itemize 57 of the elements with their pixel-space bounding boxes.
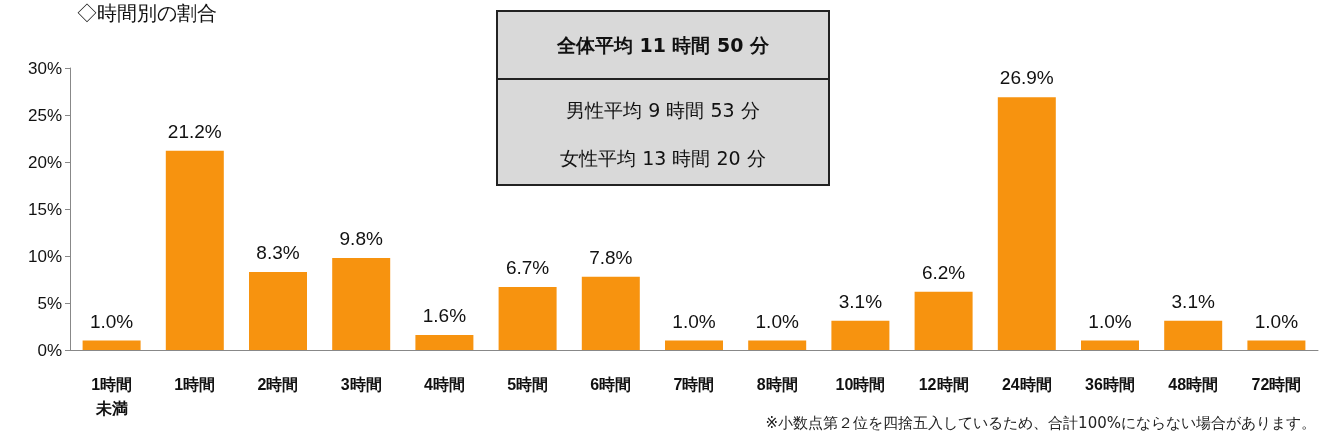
annotation: 女性平均 13 時間 20 分 [559, 146, 767, 171]
data-label: 9.8% [339, 227, 383, 249]
y-tick-label: 0% [37, 340, 62, 360]
data-label: 3.1% [838, 290, 883, 312]
chart-title: ◇時間別の割合 [77, 2, 217, 24]
data-label: 1.0% [672, 310, 716, 332]
data-label: 1.0% [1254, 310, 1299, 332]
x-tick-label: 10時間 [835, 375, 886, 393]
y-tick-label: 25% [27, 105, 62, 125]
bar [415, 334, 474, 350]
x-tick-label: 36時間 [1085, 375, 1135, 393]
x-tick-label: 12時間 [918, 375, 969, 393]
bar [82, 340, 141, 350]
bar [831, 320, 890, 350]
data-label: 1.0% [1088, 310, 1132, 332]
data-label: 6.7% [505, 257, 550, 279]
bar [249, 271, 307, 350]
bar [914, 291, 973, 350]
data-label: 3.1% [1171, 290, 1215, 312]
x-tick-label: 6時間 [590, 375, 632, 393]
data-label: 26.9% [999, 67, 1054, 89]
data-label: 21.2% [167, 120, 222, 142]
data-label: 1.0% [755, 310, 799, 332]
bar [332, 257, 391, 350]
x-tick-label: 5時間 [507, 375, 549, 393]
y-tick-label: 5% [37, 293, 62, 313]
y-tick-label: 10% [27, 246, 62, 266]
bar [581, 276, 640, 350]
x-tick-label: 4時間 [423, 375, 465, 393]
data-label: 7.8% [589, 246, 633, 268]
x-tick-label: 1時間未満 [91, 375, 133, 417]
bar [498, 287, 557, 350]
x-tick-label: 24時間 [1001, 375, 1052, 393]
x-tick-label: 8時間 [756, 375, 798, 393]
bar [665, 340, 723, 350]
y-tick-label: 30% [27, 58, 62, 78]
x-tick-label: 3時間 [340, 375, 382, 393]
summary-box: 全体平均 11 時間 50 分 男性平均 9 時間 53 分 女性平均 13 時間 20 分 [496, 10, 830, 186]
data-label: 1.6% [422, 304, 467, 326]
y-tick-label: 15% [27, 199, 62, 219]
bar [165, 150, 224, 350]
x-tick-label: 2時間 [257, 375, 299, 393]
bar [1247, 340, 1306, 350]
data-label: 8.3% [256, 241, 300, 263]
x-tick-label: 1時間 [174, 375, 216, 393]
annotation: 男性平均 9 時間 53 分 [565, 98, 761, 123]
bar [1081, 340, 1139, 350]
bar [997, 97, 1056, 350]
data-label: 6.2% [921, 261, 966, 283]
y-tick-label: 20% [27, 152, 62, 172]
x-tick-label: 7時間 [673, 375, 715, 393]
bar [748, 340, 807, 350]
x-tick-label: 72時間 [1251, 375, 1302, 393]
text: ※小数点第２位を四捨五入しているため、合計100%にならない場合があります。 [765, 414, 1316, 432]
bar [1164, 320, 1223, 350]
data-label: 1.0% [89, 310, 134, 332]
x-tick-label: 48時間 [1168, 375, 1219, 393]
